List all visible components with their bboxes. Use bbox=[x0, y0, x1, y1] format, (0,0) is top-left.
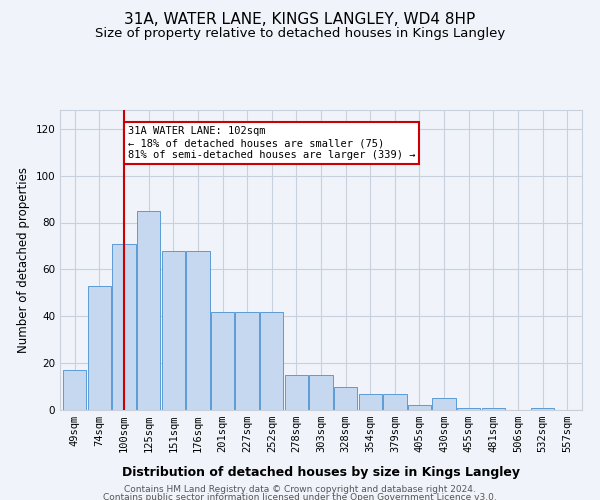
Bar bbox=[482, 408, 505, 410]
Bar bbox=[137, 211, 160, 410]
Bar bbox=[457, 408, 481, 410]
Bar bbox=[310, 375, 332, 410]
Bar bbox=[383, 394, 407, 410]
Text: Contains HM Land Registry data © Crown copyright and database right 2024.: Contains HM Land Registry data © Crown c… bbox=[124, 484, 476, 494]
Bar bbox=[63, 370, 86, 410]
Bar bbox=[359, 394, 382, 410]
Text: 31A WATER LANE: 102sqm
← 18% of detached houses are smaller (75)
81% of semi-det: 31A WATER LANE: 102sqm ← 18% of detached… bbox=[128, 126, 415, 160]
Bar bbox=[186, 250, 209, 410]
Bar bbox=[235, 312, 259, 410]
Y-axis label: Number of detached properties: Number of detached properties bbox=[17, 167, 30, 353]
Bar bbox=[433, 398, 456, 410]
Text: Distribution of detached houses by size in Kings Langley: Distribution of detached houses by size … bbox=[122, 466, 520, 479]
Bar bbox=[161, 250, 185, 410]
Text: Contains public sector information licensed under the Open Government Licence v3: Contains public sector information licen… bbox=[103, 492, 497, 500]
Bar bbox=[408, 406, 431, 410]
Text: 31A, WATER LANE, KINGS LANGLEY, WD4 8HP: 31A, WATER LANE, KINGS LANGLEY, WD4 8HP bbox=[124, 12, 476, 28]
Bar bbox=[284, 375, 308, 410]
Bar bbox=[531, 408, 554, 410]
Bar bbox=[334, 386, 358, 410]
Bar bbox=[112, 244, 136, 410]
Bar bbox=[88, 286, 111, 410]
Text: Size of property relative to detached houses in Kings Langley: Size of property relative to detached ho… bbox=[95, 28, 505, 40]
Bar bbox=[260, 312, 283, 410]
Bar bbox=[211, 312, 234, 410]
